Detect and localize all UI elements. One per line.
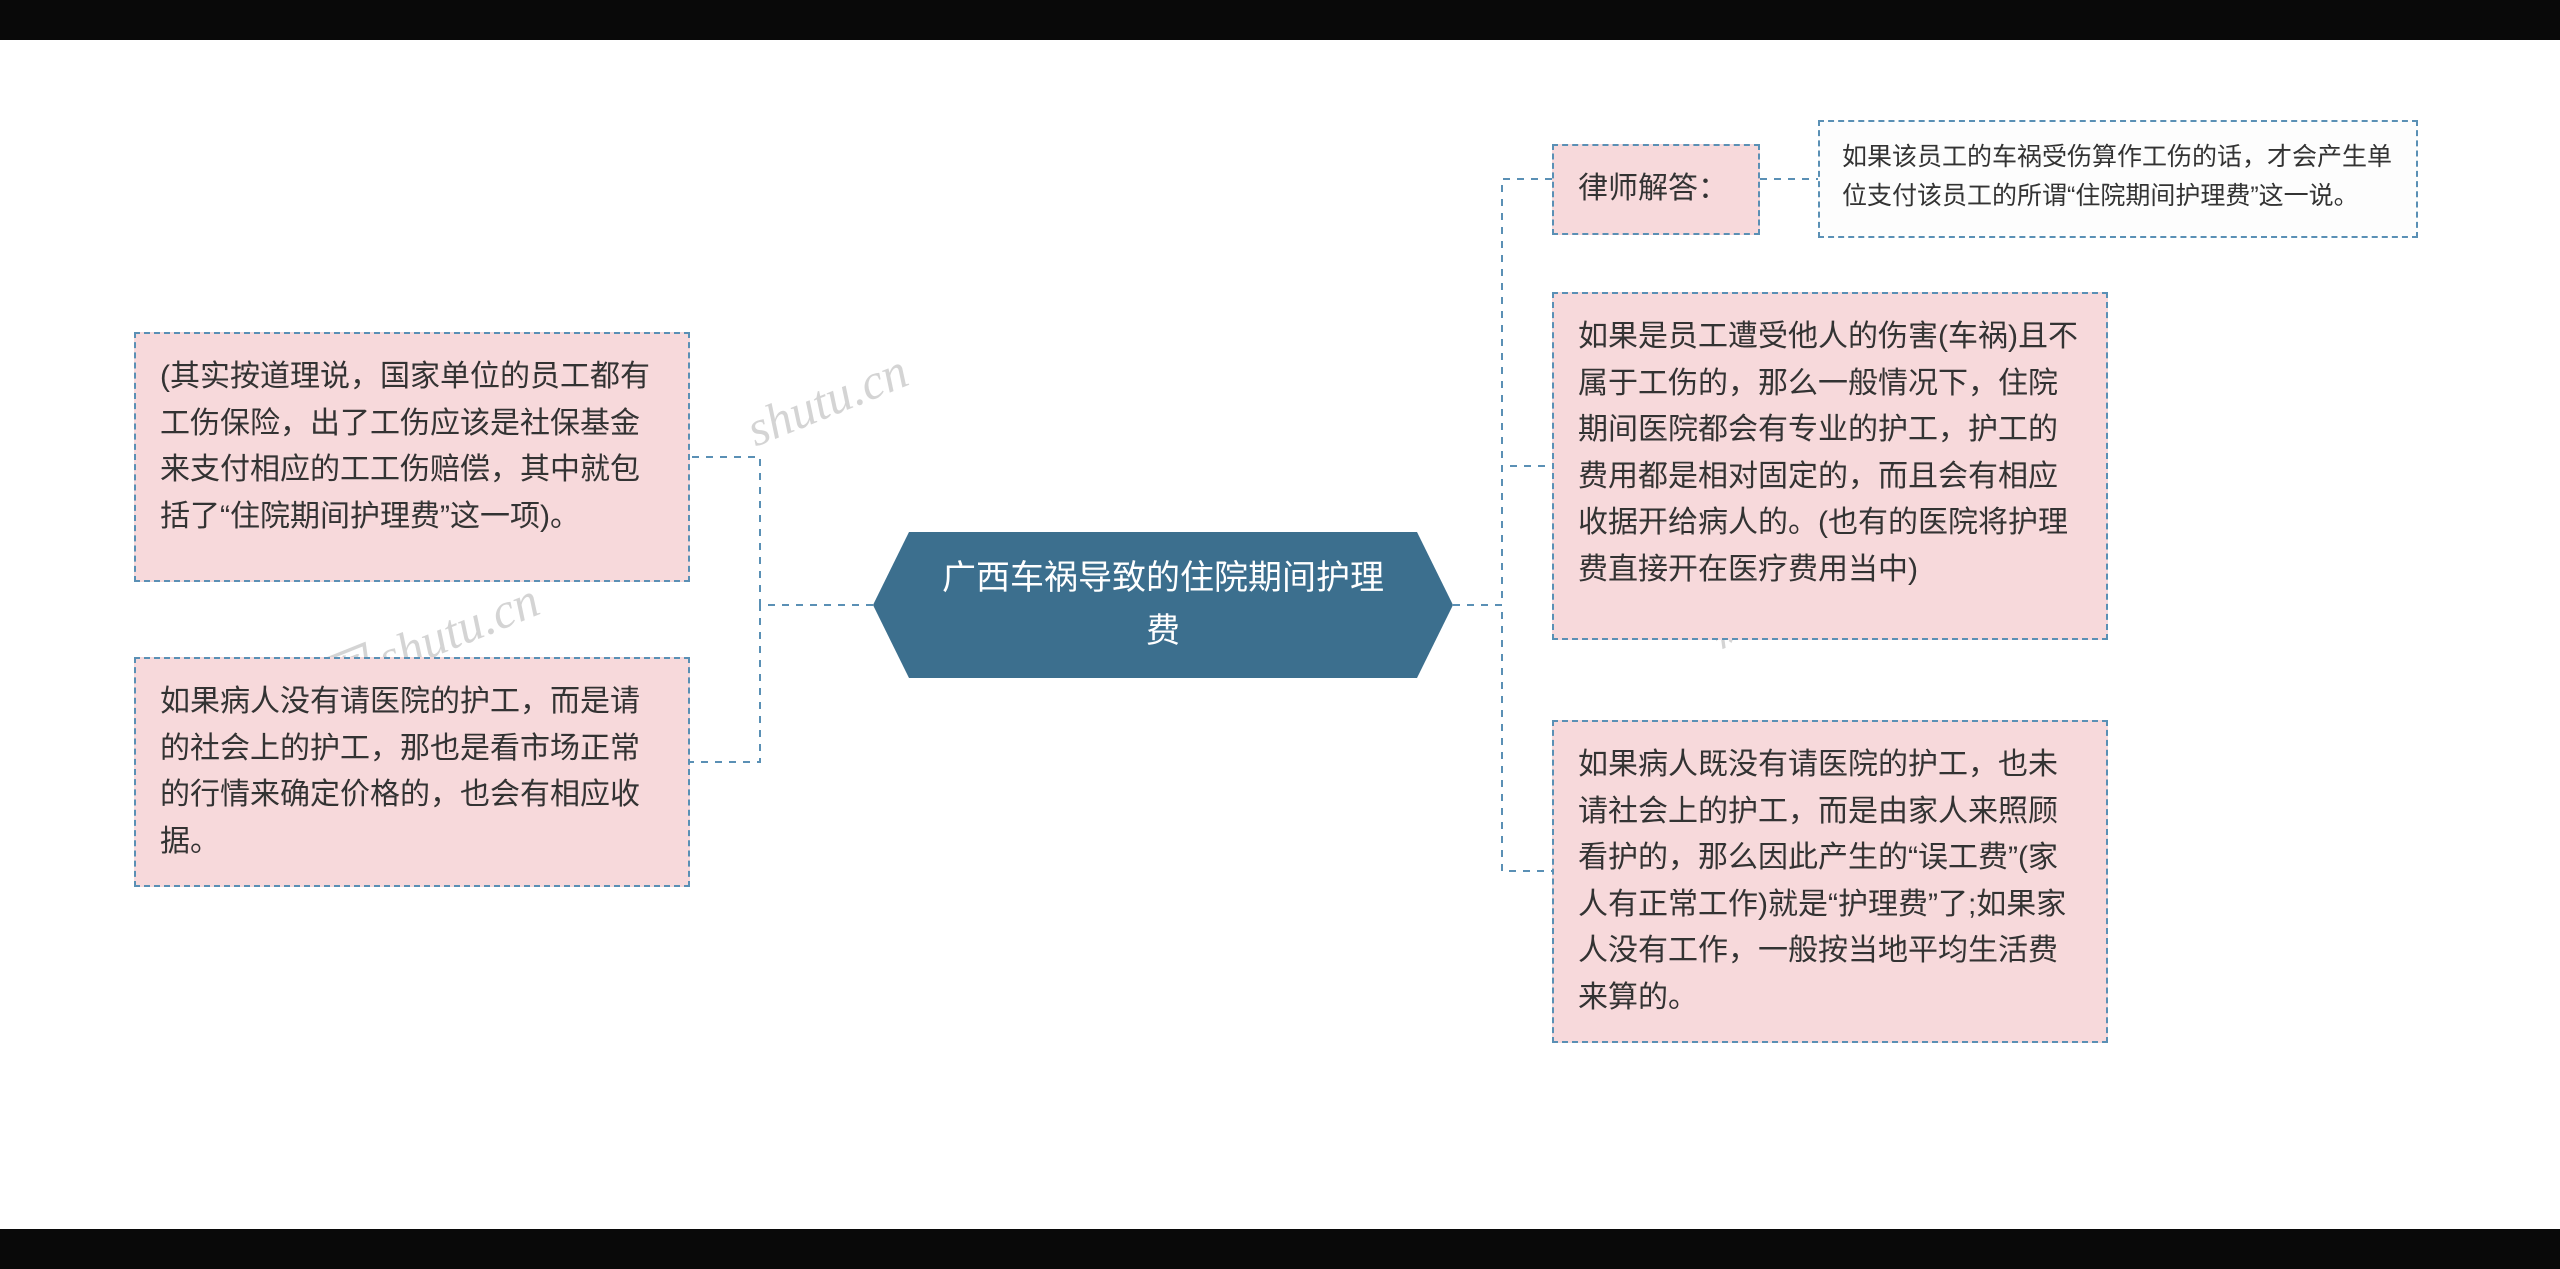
right-node-1-sub: 如果该员工的车祸受伤算作工伤的话，才会产生单位支付该员工的所谓“住院期间护理费”… — [1818, 120, 2418, 238]
right-node-1: 律师解答： — [1552, 144, 1760, 235]
left-node-2: 如果病人没有请医院的护工，而是请的社会上的护工，那也是看市场正常的行情来确定价格… — [134, 657, 690, 887]
letterbox-bottom — [0, 1229, 2560, 1269]
center-triangle-right — [1417, 532, 1453, 678]
left-node-2-text: 如果病人没有请医院的护工，而是请的社会上的护工，那也是看市场正常的行情来确定价格… — [160, 685, 640, 858]
content-area: 树图 shutu.cnshutu.cn树图 shutu.cn 广西车祸导致的住院… — [0, 40, 2560, 1229]
left-node-1-text: (其实按道理说，国家单位的员工都有工伤保险，出了工伤应该是社保基金来支付相应的工… — [160, 360, 650, 533]
right-node-1-sub-text: 如果该员工的车祸受伤算作工伤的话，才会产生单位支付该员工的所谓“住院期间护理费”… — [1842, 143, 2392, 210]
center-node: 广西车祸导致的住院期间护理费 — [909, 532, 1417, 678]
center-triangle-left — [873, 532, 909, 678]
right-node-3: 如果病人既没有请医院的护工，也未请社会上的护工，而是由家人来照顾看护的，那么因此… — [1552, 720, 2108, 1043]
right-node-2: 如果是员工遭受他人的伤害(车祸)且不属于工伤的，那么一般情况下，住院期间医院都会… — [1552, 292, 2108, 640]
left-node-1: (其实按道理说，国家单位的员工都有工伤保险，出了工伤应该是社保基金来支付相应的工… — [134, 332, 690, 582]
watermark: shutu.cn — [738, 341, 916, 458]
letterbox-top — [0, 0, 2560, 40]
right-node-2-text: 如果是员工遭受他人的伤害(车祸)且不属于工伤的，那么一般情况下，住院期间医院都会… — [1578, 320, 2078, 586]
right-node-3-text: 如果病人既没有请医院的护工，也未请社会上的护工，而是由家人来照顾看护的，那么因此… — [1578, 748, 2066, 1014]
right-node-1-text: 律师解答： — [1578, 172, 1728, 205]
center-node-text: 广西车祸导致的住院期间护理费 — [929, 552, 1397, 657]
canvas: 树图 shutu.cnshutu.cn树图 shutu.cn 广西车祸导致的住院… — [0, 0, 2560, 1269]
